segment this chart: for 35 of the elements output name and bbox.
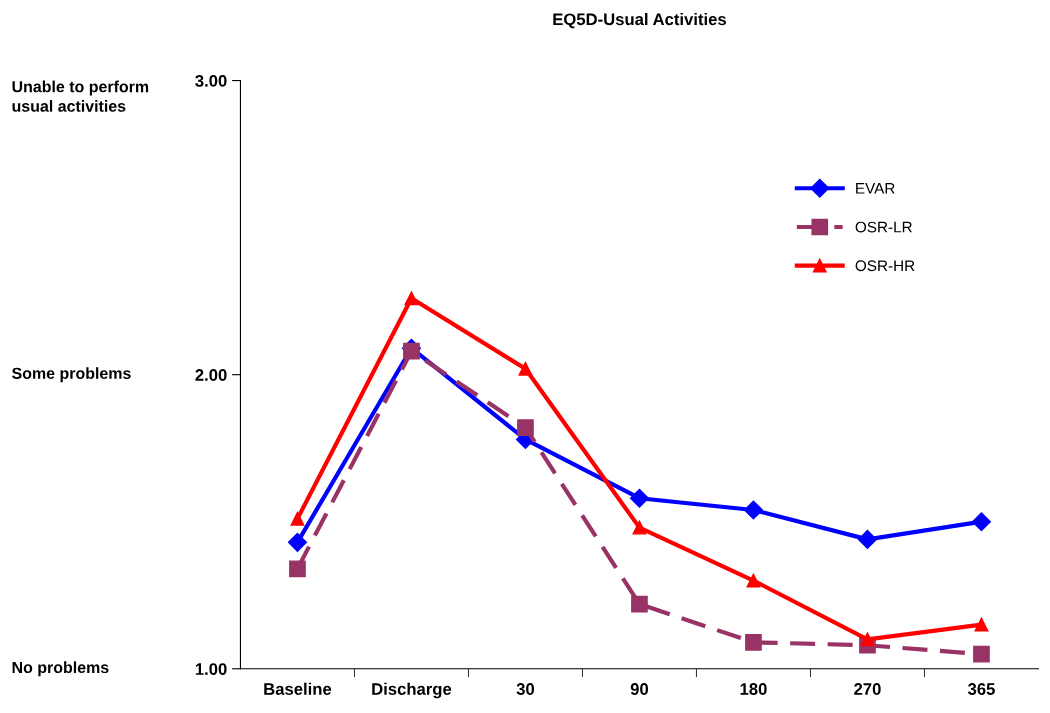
text: Some problems bbox=[12, 367, 131, 383]
point bbox=[403, 342, 420, 360]
point bbox=[860, 632, 875, 647]
point bbox=[745, 633, 762, 651]
point bbox=[743, 500, 763, 520]
point bbox=[973, 645, 990, 663]
x-tick-label: Discharge bbox=[372, 682, 452, 699]
legend-label: OSR-LR bbox=[855, 221, 912, 233]
legend-label: OSR-HR bbox=[855, 260, 915, 272]
y-tick-label: 2.00 bbox=[195, 369, 227, 381]
legend-label: EVAR bbox=[856, 183, 895, 194]
x-tick-label: 30 bbox=[516, 683, 535, 695]
point bbox=[971, 512, 991, 532]
point bbox=[632, 520, 647, 535]
point bbox=[404, 291, 419, 306]
text: Unable to perform usual activities bbox=[12, 80, 149, 112]
text: No problems bbox=[12, 661, 109, 677]
point bbox=[746, 573, 761, 588]
chart-title: EQ5D-Usual Activities bbox=[553, 12, 726, 29]
point bbox=[857, 529, 877, 549]
point bbox=[629, 488, 649, 508]
x-tick-label: Baseline bbox=[264, 682, 332, 695]
point bbox=[518, 361, 533, 376]
y-tick-label: 3.00 bbox=[195, 74, 227, 87]
x-tick-label: 270 bbox=[854, 683, 881, 695]
y-tick-label: 1.00 bbox=[195, 663, 227, 675]
x-tick-label: 365 bbox=[967, 683, 995, 695]
point bbox=[631, 595, 648, 613]
point bbox=[289, 560, 306, 578]
point bbox=[517, 419, 534, 436]
point bbox=[290, 511, 305, 526]
x-tick-label: 180 bbox=[740, 683, 767, 695]
point bbox=[974, 617, 989, 632]
point bbox=[287, 532, 307, 552]
x-tick-label: 90 bbox=[630, 683, 649, 695]
